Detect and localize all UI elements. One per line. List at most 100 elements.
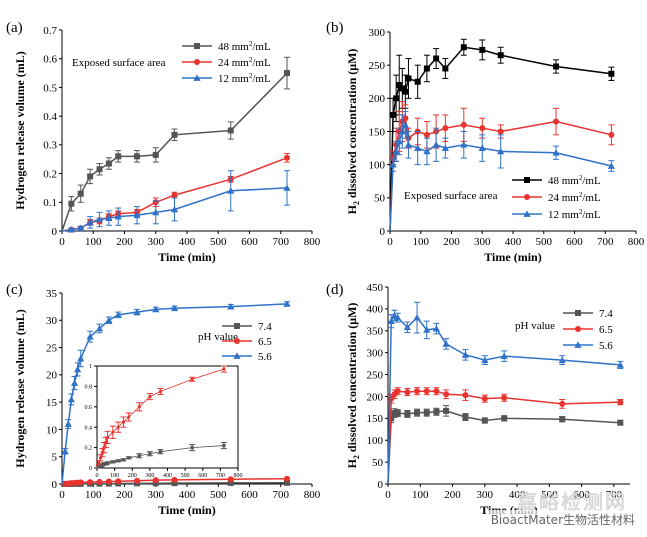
- x-tick-label: 400: [505, 236, 522, 248]
- panel-label: (d): [326, 282, 344, 298]
- data-point: [443, 407, 450, 414]
- x-tick-label: 500: [541, 489, 558, 501]
- legend-marker: [524, 194, 530, 200]
- data-point: [104, 440, 108, 445]
- data-point: [95, 324, 104, 332]
- data-point: [284, 154, 290, 161]
- x-tick-label: 200: [128, 473, 137, 479]
- data-point: [134, 477, 140, 484]
- data-point: [617, 419, 624, 426]
- x-tick-label: 200: [443, 236, 460, 248]
- data-point: [227, 303, 235, 310]
- y-tick-label: 15: [46, 397, 58, 409]
- data-point: [227, 479, 234, 486]
- data-point: [398, 127, 406, 135]
- data-point: [394, 388, 401, 395]
- x-tick-label: 600: [241, 489, 258, 501]
- series: [61, 170, 291, 233]
- x-tick-label: 200: [116, 236, 133, 248]
- data-point: [77, 479, 84, 486]
- series: [389, 38, 615, 232]
- legend-title: Exposed surface area: [72, 57, 166, 69]
- data-point: [70, 379, 79, 386]
- data-point: [393, 95, 400, 102]
- legend-marker: [234, 338, 240, 344]
- data-point: [116, 425, 120, 429]
- legend-marker: [575, 310, 581, 316]
- data-point: [481, 356, 489, 363]
- series: [61, 300, 291, 485]
- data-point: [423, 409, 430, 416]
- legend-label: 12 mm2/mL: [548, 208, 601, 221]
- x-tick-label: 700: [273, 489, 290, 501]
- data-point: [396, 82, 403, 89]
- data-point: [105, 478, 112, 485]
- legend-marker: [194, 43, 200, 49]
- data-point: [481, 395, 488, 402]
- series: [389, 111, 615, 232]
- chart-c-inset: 0 100 200 300 400 500 600 700 800 0 0.2 0.4 0.6 0.8 1: [85, 364, 243, 479]
- data-point: [497, 52, 504, 59]
- data-point: [497, 128, 504, 135]
- data-point: [553, 118, 560, 125]
- x-tick-label: 0: [96, 473, 99, 479]
- x-tick-label: 100: [85, 236, 102, 248]
- x-tick-label: 0: [387, 236, 393, 248]
- data-point: [170, 205, 179, 213]
- data-point: [137, 405, 141, 409]
- data-point: [152, 208, 160, 216]
- data-point: [414, 409, 421, 416]
- legend-title: pH value: [515, 320, 555, 332]
- data-point: [95, 215, 104, 223]
- x-tick-label: 600: [241, 236, 258, 248]
- data-point: [404, 389, 411, 396]
- legend-label: 7.4: [599, 308, 613, 320]
- y-tick-label: 350: [367, 326, 384, 338]
- data-point: [399, 85, 406, 92]
- x-tick-label: 700: [597, 236, 614, 248]
- data-point: [115, 478, 122, 485]
- data-point: [74, 365, 82, 373]
- y-tick-label: 35: [46, 288, 58, 300]
- series-line: [389, 46, 612, 232]
- data-point: [442, 65, 449, 72]
- series-line: [96, 368, 225, 469]
- chart-b: 0 100 200 300 400 500 600 700 800 0 50 100 150 200 250…: [345, 27, 645, 264]
- legend-label: 5.6: [599, 340, 613, 352]
- y-tick-label: 0.2: [85, 446, 93, 452]
- data-point: [607, 162, 615, 169]
- x-tick-label: 500: [210, 236, 227, 248]
- y-tick-label: 250: [369, 60, 386, 72]
- x-tick-label: 800: [304, 236, 321, 248]
- legend-marker: [194, 59, 200, 65]
- data-point: [389, 161, 397, 168]
- y-axis-label: Hydrogen release volume (mL): [13, 51, 27, 210]
- data-point: [481, 417, 488, 424]
- y-tick-label: 0: [380, 226, 386, 238]
- data-point: [441, 144, 449, 151]
- data-point: [133, 308, 141, 315]
- data-point: [423, 131, 430, 138]
- legend-title: Exposed surface area: [404, 190, 498, 202]
- x-tick-label: 300: [145, 473, 154, 479]
- data-point: [460, 121, 467, 128]
- y-tick-label: 25: [46, 342, 58, 354]
- y-tick-label: 450: [367, 282, 384, 294]
- data-point: [77, 354, 85, 362]
- data-point: [462, 392, 469, 399]
- data-point: [405, 75, 412, 82]
- series-line: [389, 116, 612, 232]
- data-point: [423, 388, 430, 395]
- legend-marker: [523, 210, 531, 217]
- data-point: [227, 476, 234, 483]
- x-tick-label: 500: [210, 489, 227, 501]
- data-point: [96, 478, 103, 485]
- data-point: [501, 394, 508, 401]
- legend-title: pH value: [198, 331, 238, 343]
- legend-marker: [234, 323, 240, 329]
- y-tick-label: 0: [89, 466, 92, 472]
- data-point: [460, 141, 468, 148]
- y-tick-label: 300: [367, 348, 384, 360]
- data-point: [158, 450, 163, 454]
- data-point: [423, 326, 431, 333]
